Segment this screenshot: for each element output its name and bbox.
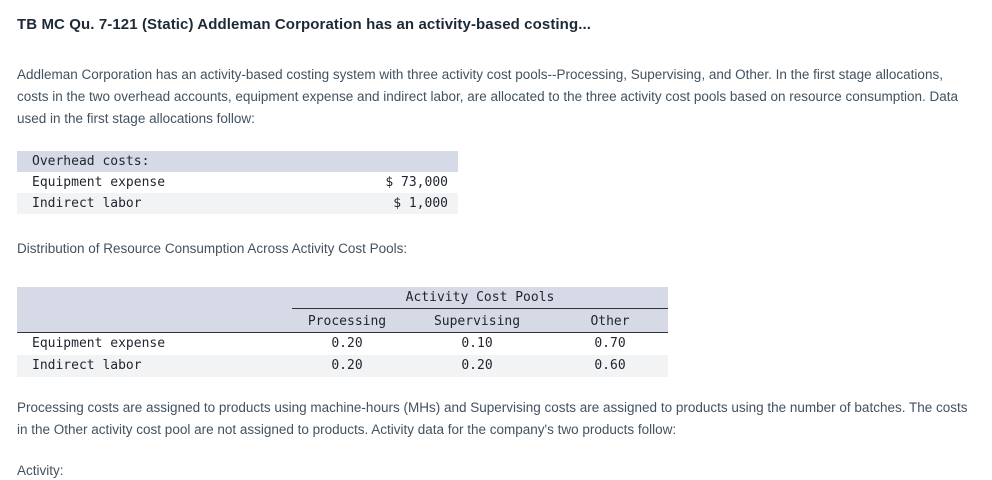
column-header: Supervising bbox=[402, 308, 552, 333]
column-header: Other bbox=[552, 308, 669, 333]
table-row: Indirect labor 0.20 0.20 0.60 bbox=[17, 354, 669, 377]
row-value: 0.60 bbox=[552, 354, 669, 377]
group-header: Activity Cost Pools bbox=[292, 287, 669, 309]
overhead-costs-table: Overhead costs: Equipment expense $ 73,0… bbox=[17, 151, 458, 214]
row-value: $ 73,000 bbox=[317, 172, 458, 193]
row-value: 0.10 bbox=[402, 332, 552, 355]
intro-paragraph: Addleman Corporation has an activity-bas… bbox=[17, 67, 959, 126]
column-header: Processing bbox=[292, 308, 402, 333]
column-header-row: Processing Supervising Other bbox=[17, 308, 669, 333]
row-value: 0.20 bbox=[402, 354, 552, 377]
spacer-cell bbox=[17, 287, 292, 308]
row-value: 0.70 bbox=[552, 332, 669, 355]
row-value: 0.20 bbox=[292, 332, 402, 355]
row-value: 0.20 bbox=[292, 354, 402, 377]
activity-label: Activity: bbox=[17, 462, 64, 478]
row-label: Indirect labor bbox=[17, 354, 292, 377]
distribution-caption: Distribution of Resource Consumption Acr… bbox=[17, 241, 408, 256]
row-value: $ 1,000 bbox=[317, 193, 458, 214]
table-row: Indirect labor $ 1,000 bbox=[17, 193, 458, 214]
row-label: Equipment expense bbox=[17, 172, 317, 193]
table-row: Equipment expense 0.20 0.10 0.70 bbox=[17, 332, 669, 355]
overhead-table-header: Overhead costs: bbox=[17, 151, 458, 172]
row-label: Equipment expense bbox=[17, 332, 292, 355]
table-row: Equipment expense $ 73,000 bbox=[17, 172, 458, 193]
row-label: Indirect labor bbox=[17, 193, 317, 214]
group-header-row: Activity Cost Pools bbox=[17, 287, 669, 309]
distribution-table: Activity Cost Pools Processing Supervisi… bbox=[17, 287, 669, 377]
assignment-paragraph: Processing costs are assigned to product… bbox=[17, 399, 968, 437]
overhead-table-header-row: Overhead costs: bbox=[17, 151, 458, 172]
question-title: TB MC Qu. 7-121 (Static) Addleman Corpor… bbox=[17, 16, 592, 33]
spacer-cell bbox=[17, 308, 292, 333]
